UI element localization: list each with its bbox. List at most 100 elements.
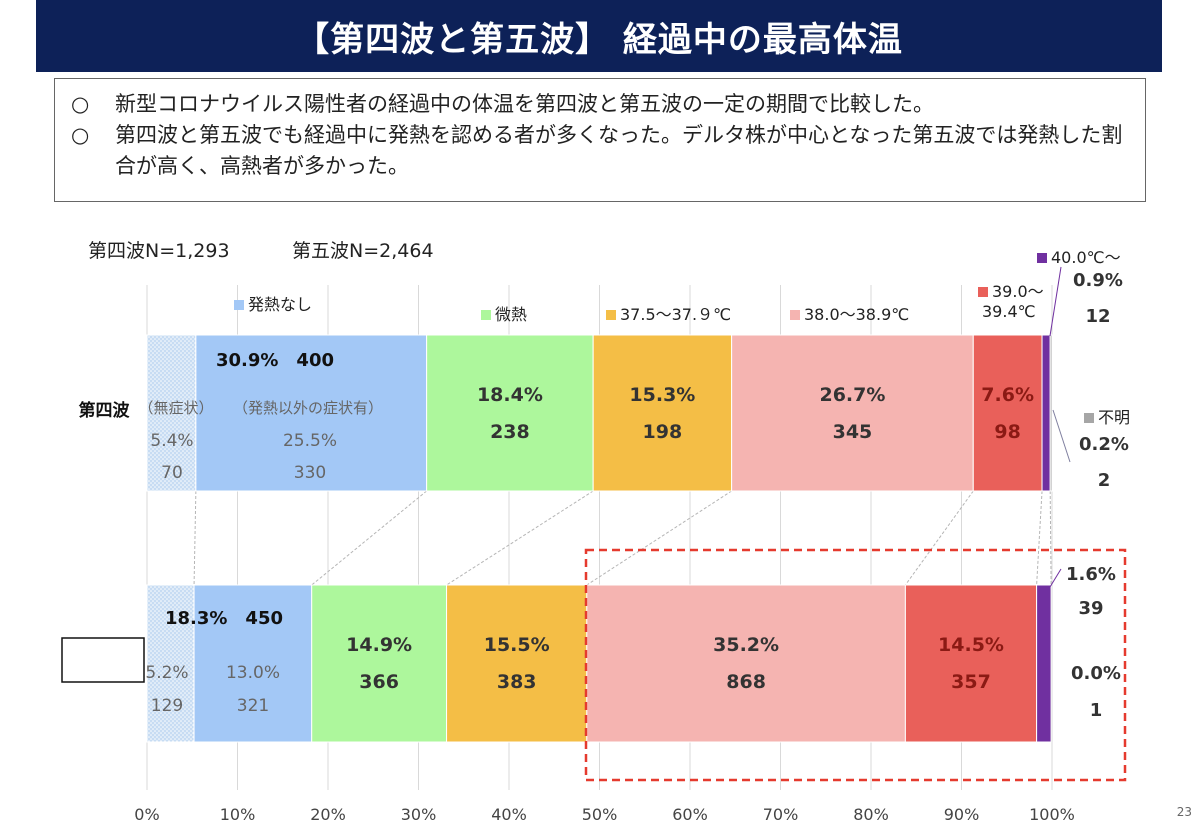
bar-segment	[1036, 584, 1052, 743]
notes-box: ○ 新型コロナウイルス陽性者の経過中の体温を第四波と第五波の一定の期間で比較した…	[54, 78, 1146, 202]
callout-pct-label: 0.9%	[1073, 270, 1123, 291]
page-title: 【第四波と第五波】 経過中の最高体温	[295, 19, 903, 60]
bar-count-label: 98	[994, 421, 1020, 443]
legend-label: 38.0～38.9℃	[804, 305, 909, 324]
bar-count-label: 357	[951, 671, 991, 693]
bar-count-label: 238	[490, 421, 530, 443]
segment-connector	[586, 490, 732, 586]
x-tick-label: 30%	[401, 805, 437, 824]
bar-pct-label: 13.0%	[226, 663, 280, 683]
bar-segment	[1041, 334, 1051, 492]
legend-label: 不明	[1098, 408, 1130, 427]
bar-count-label: 366	[359, 671, 399, 693]
segment-connector	[1049, 490, 1052, 586]
x-tick-label: 80%	[853, 805, 889, 824]
segment-connector	[1036, 490, 1043, 586]
bar-segment	[146, 334, 197, 492]
bar-segment	[426, 334, 594, 492]
callout-count-label: 2	[1098, 470, 1111, 491]
legend-label: 微熱	[495, 305, 527, 324]
legend-swatch	[606, 310, 616, 320]
leader-line	[1049, 266, 1062, 337]
wave5-count: 第五波N=2,464	[292, 240, 434, 262]
no-fever-total-label: 30.9% 400	[216, 350, 334, 371]
note-text: 第四波と第五波でも経過中に発熱を認める者が多くなった。デルタ株が中心となった第五…	[115, 123, 1123, 178]
callout-count-label: 1	[1090, 700, 1103, 721]
x-tick-label: 0%	[134, 805, 159, 824]
bar-count-label: 198	[643, 421, 683, 443]
bar-count-label: 330	[294, 463, 326, 483]
x-tick-label: 40%	[491, 805, 527, 824]
callout-pct-label: 0.2%	[1079, 434, 1129, 455]
bar-count-label: 383	[497, 671, 537, 693]
bar-segment	[904, 584, 1038, 743]
legend-label: 37.5～37.９℃	[620, 305, 731, 324]
bar-count-label: 868	[726, 671, 766, 693]
note-text: 新型コロナウイルス陽性者の経過中の体温を第四波と第五波の一定の期間で比較した。	[115, 92, 934, 116]
bar-pct-label: 5.2%	[145, 663, 188, 683]
other-symptoms-label: （発熱以外の症状有）	[233, 399, 383, 417]
callout-count-label: 12	[1085, 306, 1110, 327]
bar-segment	[311, 584, 448, 743]
legend-swatch	[978, 287, 988, 297]
bar-count-label: 129	[151, 696, 183, 716]
category-label: 第四波	[79, 400, 131, 421]
bar-pct-label: 26.7%	[819, 384, 885, 406]
x-tick-label: 20%	[310, 805, 346, 824]
legend-label: 39.0～	[992, 282, 1044, 301]
bar-segment	[146, 584, 195, 743]
wave4-count: 第四波N=1,293	[88, 240, 230, 262]
title-bar: 【第四波と第五波】 経過中の最高体温	[36, 0, 1162, 72]
segment-connector	[193, 490, 197, 586]
no-fever-total-label: 18.3% 450	[165, 608, 283, 629]
bar-pct-label: 25.5%	[283, 431, 337, 451]
callout-count-label: 39	[1078, 598, 1103, 619]
x-tick-label: 70%	[763, 805, 799, 824]
bar-pct-label: 14.9%	[346, 634, 412, 656]
x-tick-label: 100%	[1029, 805, 1075, 824]
circle-bullet-icon: ○	[71, 123, 90, 147]
legend-label: 40.0℃～	[1051, 248, 1121, 267]
x-tick-label: 90%	[944, 805, 980, 824]
circle-bullet-icon: ○	[71, 92, 90, 116]
segment-connector	[446, 490, 594, 586]
bar-count-label: 70	[161, 463, 183, 483]
bar-segment	[1049, 334, 1053, 492]
bar-pct-label: 7.6%	[981, 384, 1034, 406]
bar-pct-label: 15.3%	[629, 384, 695, 406]
legend-label: 39.4℃	[982, 302, 1036, 321]
bar-pct-label: 15.5%	[484, 634, 550, 656]
bar-pct-label: 5.4%	[150, 431, 193, 451]
x-tick-label: 60%	[672, 805, 708, 824]
bar-segment	[731, 334, 974, 492]
leader-line	[1049, 568, 1062, 588]
legend-swatch	[1084, 413, 1094, 423]
bar-segment	[972, 334, 1043, 492]
bar-count-label: 345	[833, 421, 873, 443]
bar-segment	[195, 334, 428, 492]
category-label-box	[61, 637, 145, 683]
legend-swatch	[481, 310, 491, 320]
callout-pct-label: 0.0%	[1071, 663, 1121, 684]
note-item: ○ 第四波と第五波でも経過中に発熱を認める者が多くなった。デルタ株が中心となった…	[71, 120, 1129, 182]
segment-connector	[904, 490, 974, 586]
bar-count-label: 321	[237, 696, 269, 716]
leader-line	[1052, 409, 1071, 463]
legend-label: 発熱なし	[248, 295, 312, 314]
legend-swatch	[790, 310, 800, 320]
legend-swatch	[234, 300, 244, 310]
segment-connector	[311, 490, 427, 586]
bar-pct-label: 18.4%	[477, 384, 543, 406]
bar-segment	[592, 334, 733, 492]
highlight-box	[584, 548, 1127, 782]
bar-segment	[446, 584, 588, 743]
bar-pct-label: 35.2%	[713, 634, 779, 656]
callout-pct-label: 1.6%	[1066, 564, 1116, 585]
legend-swatch	[1037, 253, 1047, 263]
page-number: 23	[1176, 805, 1192, 819]
bar-pct-label: 14.5%	[938, 634, 1004, 656]
asymptomatic-label: （無症状）	[138, 399, 213, 417]
x-tick-label: 50%	[582, 805, 618, 824]
x-tick-label: 10%	[220, 805, 256, 824]
